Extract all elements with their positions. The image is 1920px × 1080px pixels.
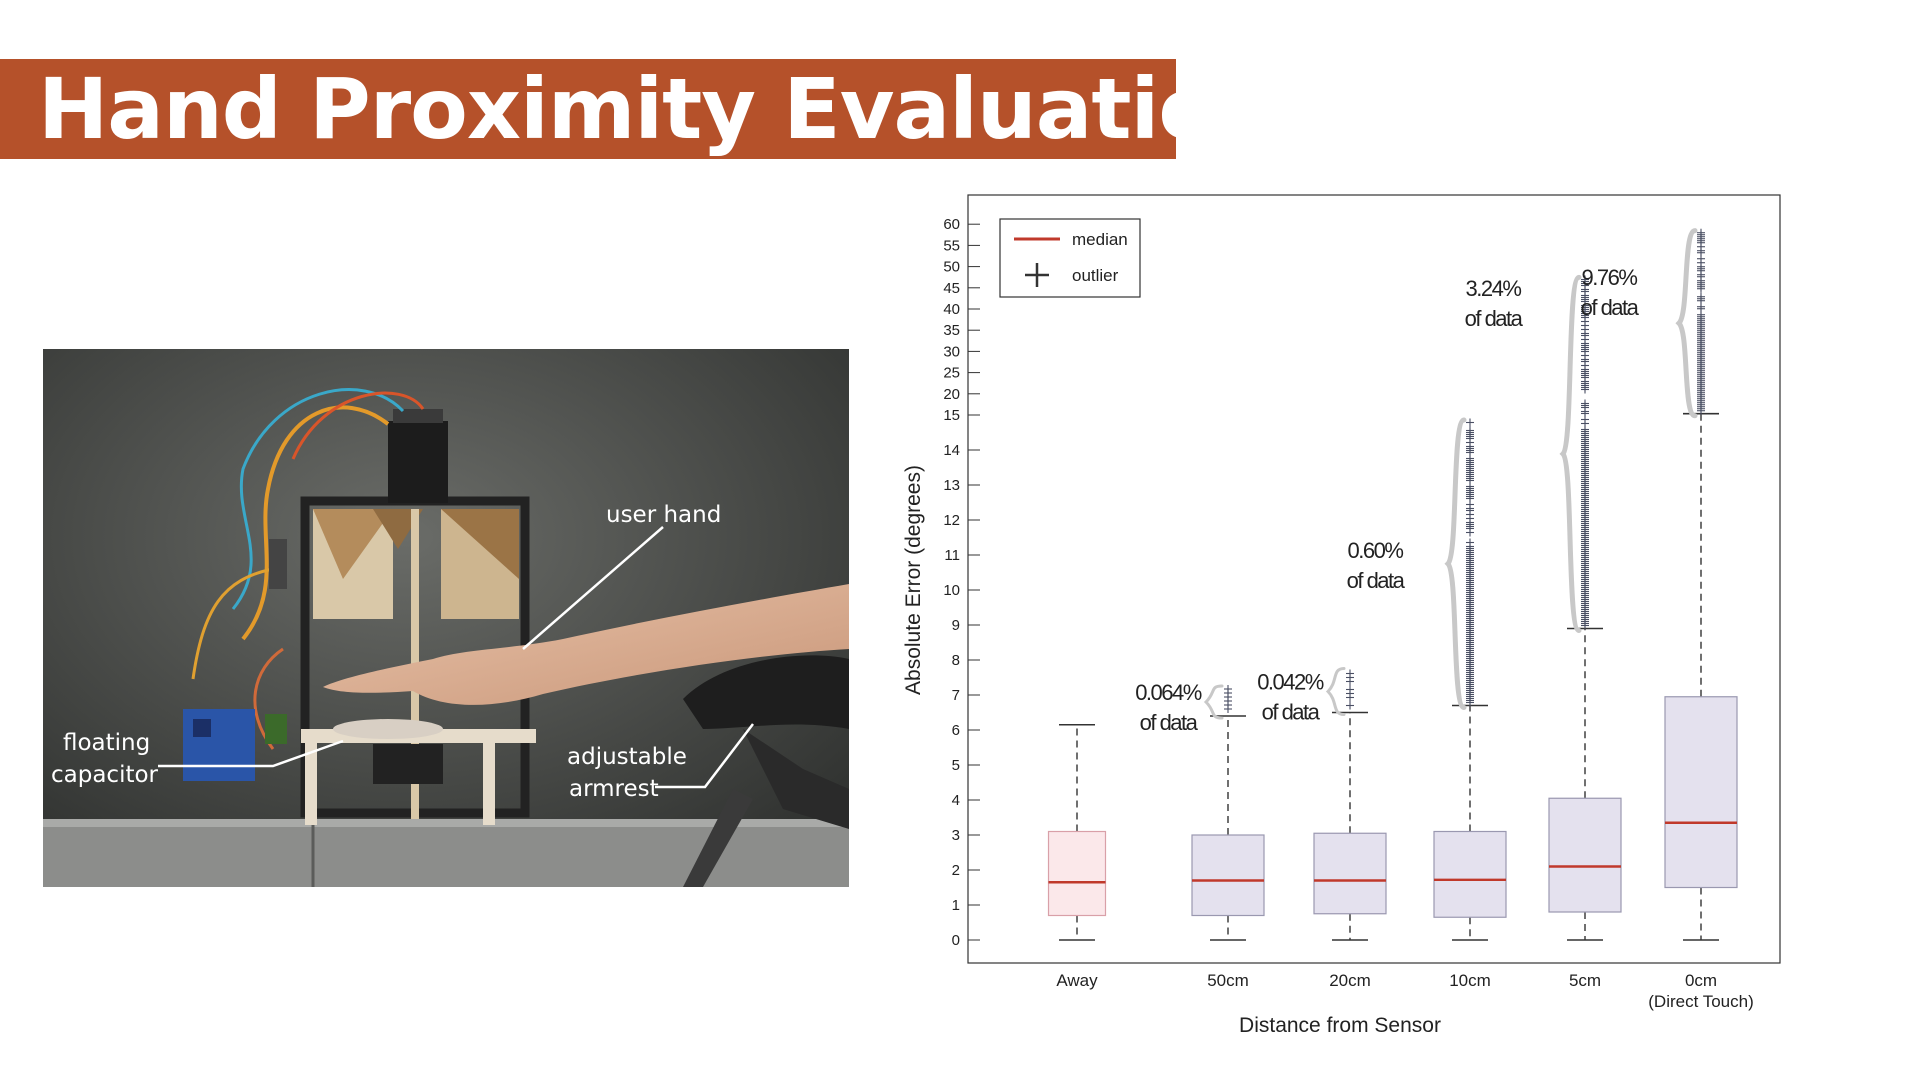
box-50cm: 0.064% of data <box>1135 680 1264 940</box>
label-capacitor: capacitor <box>51 762 159 788</box>
y-axis-title: Absolute Error (degrees) <box>902 465 925 695</box>
annotation-brace <box>1679 231 1695 416</box>
x-tick-label: 50cm <box>1207 971 1249 990</box>
label-adjustable: adjustable <box>567 744 687 770</box>
annotation-brace <box>1563 277 1579 630</box>
y-tick-label: 60 <box>943 216 960 233</box>
iqr-box <box>1192 835 1264 916</box>
box-20cm: 0.042% of data <box>1257 669 1386 941</box>
x-axis: Away 50cm 20cm 10cm 5cm 0cm (Direct Touch) <box>1056 971 1753 1011</box>
legend-outlier-label: outlier <box>1072 266 1119 285</box>
y-tick-label: 35 <box>943 322 960 339</box>
annotation-brace <box>1448 420 1464 708</box>
annotation-of-data: of data <box>1581 295 1640 320</box>
y-tick-label: 11 <box>944 547 960 564</box>
y-tick-label: 9 <box>952 617 960 634</box>
annotation-brace <box>1328 669 1344 715</box>
y-tick-label: 12 <box>943 512 960 529</box>
outliers <box>1346 670 1354 710</box>
y-tick-label: 15 <box>943 407 960 424</box>
x-tick-label: 20cm <box>1329 971 1371 990</box>
legend-median-label: median <box>1072 230 1128 249</box>
y-tick-label: 8 <box>952 652 960 669</box>
y-tick-label: 55 <box>943 237 960 254</box>
y-tick-label: 1 <box>952 897 960 914</box>
y-tick-label: 30 <box>943 343 960 360</box>
label-armrest: armrest <box>569 776 659 802</box>
box-away <box>1049 725 1106 940</box>
outliers <box>1224 685 1232 713</box>
annotation-percent: 0.064% <box>1135 680 1202 705</box>
x-tick-sublabel: (Direct Touch) <box>1648 992 1754 1011</box>
annotation-percent: 0.042% <box>1257 670 1324 695</box>
iqr-box <box>1314 833 1386 914</box>
iqr-box <box>1049 832 1106 916</box>
annotation-of-data: of data <box>1262 700 1321 725</box>
y-tick-label: 50 <box>943 259 960 276</box>
y-tick-label: 45 <box>943 280 960 297</box>
x-tick-label: Away <box>1056 971 1098 990</box>
y-tick-label: 2 <box>952 862 960 879</box>
iqr-box <box>1434 832 1506 918</box>
y-tick-label: 4 <box>952 792 960 809</box>
outliers <box>1697 229 1705 415</box>
y-axis: 0123456789101112131415202530354045505560 <box>943 216 980 949</box>
boxes-group: 0.064% of data 0.042% of data 0.60% of data 3.… <box>1049 229 1738 940</box>
title-banner: Hand Proximity Evaluation <box>0 59 1176 159</box>
y-tick-label: 6 <box>952 722 960 739</box>
legend: median outlier <box>1000 219 1140 297</box>
slide-title: Hand Proximity Evaluation <box>38 63 1274 155</box>
box-plot-chart: 0123456789101112131415202530354045505560… <box>880 190 1790 1050</box>
iqr-box <box>1549 798 1621 912</box>
x-axis-title: Distance from Sensor <box>1239 1014 1441 1037</box>
annotation-of-data: of data <box>1347 568 1406 593</box>
annotation-of-data: of data <box>1465 306 1524 331</box>
annotation-percent: 0.60% <box>1348 538 1404 563</box>
prototype-photo: user hand floating capacitor adjustable … <box>43 349 849 887</box>
y-tick-label: 13 <box>943 477 960 494</box>
y-tick-label: 7 <box>952 687 960 704</box>
y-tick-label: 0 <box>952 932 960 949</box>
outliers <box>1466 419 1474 707</box>
y-tick-label: 25 <box>943 365 960 382</box>
annotation-percent: 9.76% <box>1582 265 1638 290</box>
annotation-brace <box>1206 686 1222 718</box>
annotation-of-data: of data <box>1140 710 1199 735</box>
outliers <box>1581 276 1589 630</box>
label-floating: floating <box>63 730 150 756</box>
y-tick-label: 10 <box>943 582 960 599</box>
x-tick-label: 5cm <box>1569 971 1601 990</box>
annotation-percent: 3.24% <box>1466 276 1522 301</box>
label-user-hand: user hand <box>606 502 721 528</box>
y-tick-label: 14 <box>943 442 960 459</box>
x-tick-label: 10cm <box>1449 971 1491 990</box>
y-tick-label: 5 <box>952 757 960 774</box>
x-tick-label: 0cm <box>1685 971 1717 990</box>
y-tick-label: 3 <box>952 827 960 844</box>
iqr-box <box>1665 697 1737 888</box>
y-tick-label: 40 <box>943 301 960 318</box>
y-tick-label: 20 <box>943 386 960 403</box>
